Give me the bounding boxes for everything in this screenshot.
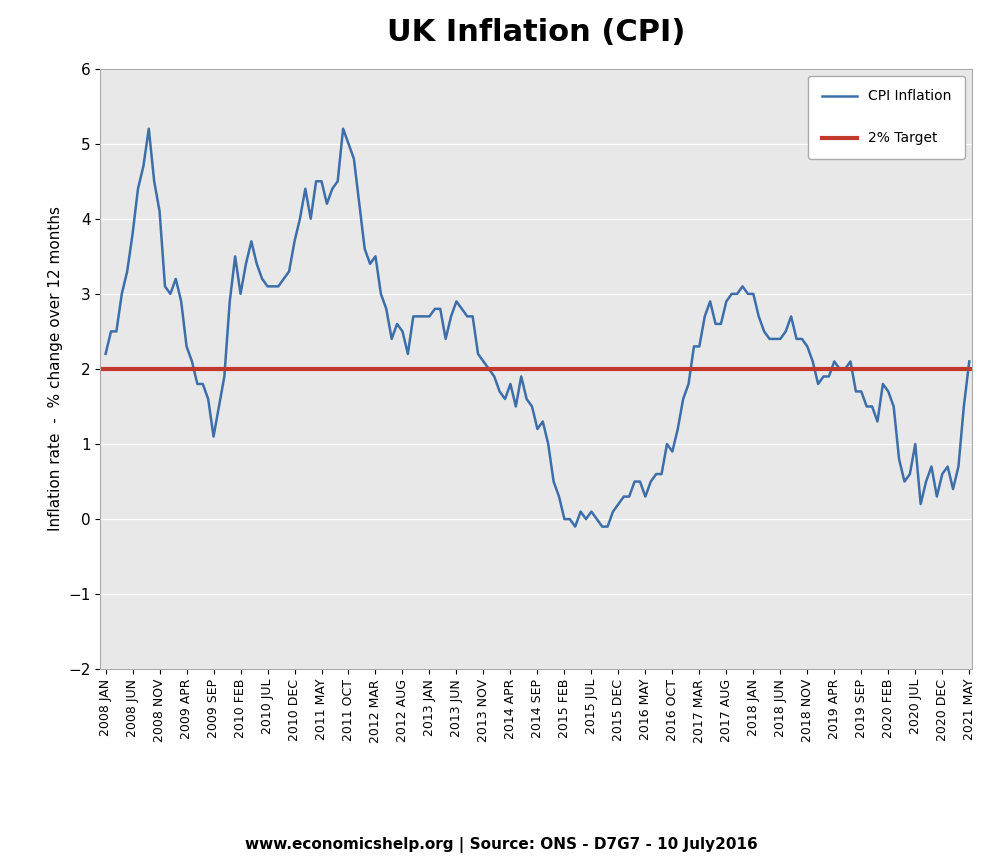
- Text: www.economicshelp.org | Source: ONS - D7G7 - 10 July2016: www.economicshelp.org | Source: ONS - D7…: [244, 837, 758, 854]
- CPI Inflation: [829, 356, 841, 366]
- Title: UK Inflation (CPI): UK Inflation (CPI): [387, 18, 685, 47]
- CPI Inflation: [424, 311, 436, 322]
- Legend: CPI Inflation, , 2% Target: CPI Inflation, , 2% Target: [808, 76, 965, 160]
- CPI Inflation: [391, 318, 403, 329]
- Line: CPI Inflation: CPI Inflation: [105, 129, 969, 527]
- Y-axis label: Inflation rate  -  % change over 12 months: Inflation rate - % change over 12 months: [47, 207, 62, 531]
- 2% Target: [105, 364, 117, 374]
- 2% Target: [99, 364, 111, 374]
- CPI Inflation: [569, 522, 581, 532]
- CPI Inflation: [343, 139, 355, 149]
- CPI Inflation: [872, 416, 884, 426]
- CPI Inflation: [99, 348, 111, 359]
- CPI Inflation: [142, 124, 154, 134]
- CPI Inflation: [931, 492, 943, 502]
- CPI Inflation: [963, 356, 975, 366]
